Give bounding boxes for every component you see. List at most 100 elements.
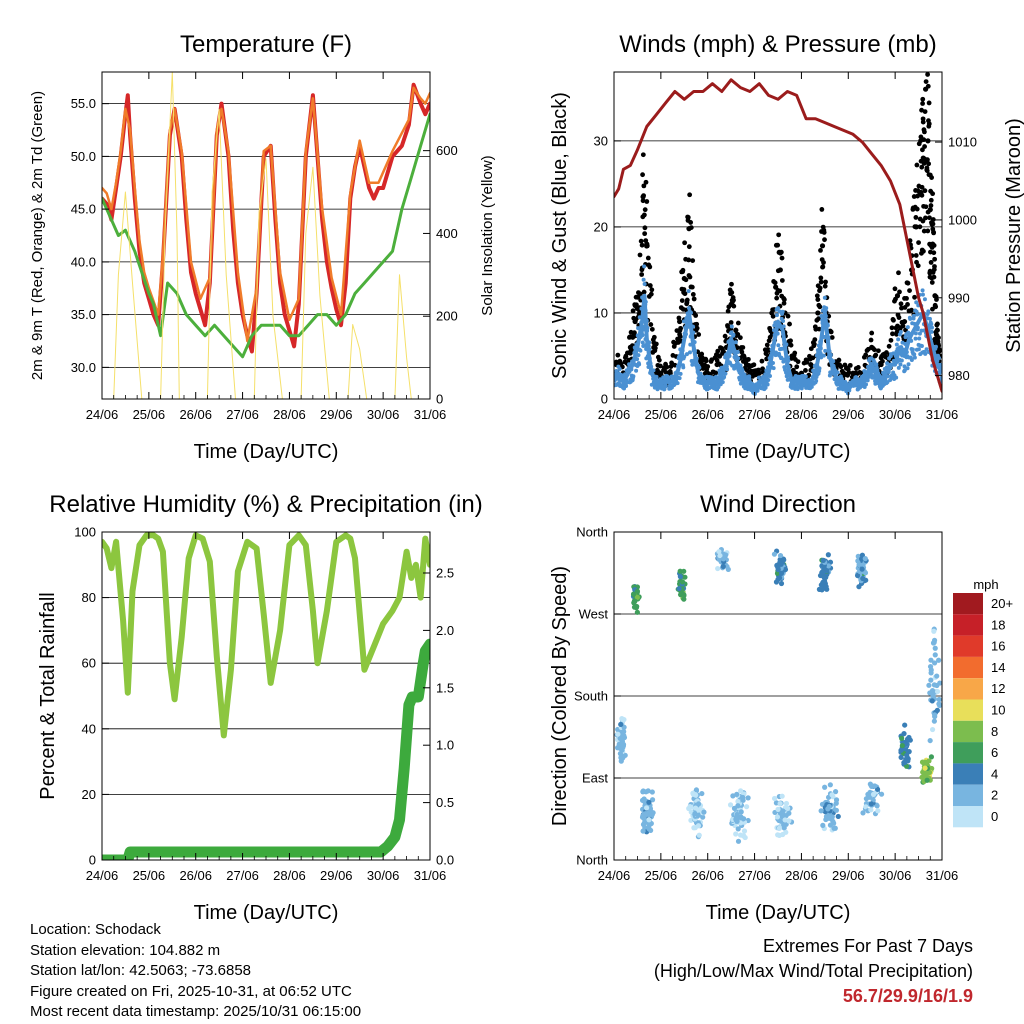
gust-peak (728, 301, 734, 307)
gust-peak (927, 207, 933, 213)
gust-point (687, 274, 693, 280)
gust-peak (705, 370, 711, 376)
gust-point (821, 260, 826, 265)
direction-point (734, 818, 740, 824)
gust-point (909, 307, 914, 313)
panel-winds: 24/06 25/06 26/06 27/06 28/06 29/06 30/06 31/06… (549, 31, 1024, 463)
gust-point (677, 334, 683, 339)
pressure-line (614, 78, 942, 393)
gust-point (685, 215, 691, 220)
direction-point (827, 822, 834, 828)
wind-point (776, 343, 781, 348)
gust-point (642, 207, 648, 213)
gust-peak (714, 361, 720, 368)
gust-point (745, 356, 751, 362)
direction-point (650, 810, 656, 816)
wind-point (923, 351, 928, 356)
gust-point (764, 342, 770, 348)
gust-point (649, 326, 655, 332)
gust-peak (651, 344, 657, 350)
direction-point (780, 831, 786, 838)
y2-tick-label: 2.0 (436, 623, 454, 638)
direction-point (833, 800, 839, 806)
wind-point (910, 347, 915, 352)
gust-point (648, 322, 654, 327)
gust-point (855, 365, 861, 370)
wind-point (765, 382, 770, 387)
gust-point (916, 240, 921, 246)
gust-point (772, 280, 778, 286)
wind-point (640, 340, 645, 345)
direction-point (854, 572, 861, 579)
y-tick-label: 40 (82, 721, 96, 736)
gust-point (641, 289, 647, 295)
direction-point (717, 552, 723, 559)
gust-point (775, 242, 781, 248)
gust-point (847, 362, 853, 368)
gust-peak (681, 275, 687, 282)
direction-point (734, 811, 740, 818)
direction-point (831, 825, 837, 831)
gust-point (932, 256, 938, 262)
gust-point (868, 337, 874, 343)
direction-point (733, 831, 739, 837)
direction-point (782, 566, 789, 573)
gust-point (888, 337, 894, 343)
direction-point (745, 795, 751, 801)
direction-point (640, 828, 646, 834)
x-tick-label: 30/06 (367, 407, 400, 422)
y-tick-label: 20 (82, 787, 96, 802)
y-tick-label: 10 (594, 305, 608, 320)
direction-point (641, 796, 647, 802)
gust-peak (841, 370, 847, 376)
y-tick-label: 20 (594, 219, 608, 234)
direction-point (720, 556, 727, 562)
direction-point (720, 563, 726, 570)
direction-point (641, 815, 647, 822)
x-tick-label: 29/06 (832, 407, 865, 422)
gust-point (919, 184, 925, 190)
gust-point (779, 255, 785, 261)
station-elevation: Station elevation: 104.882 m (30, 941, 221, 959)
direction-point (645, 811, 651, 817)
gust-point (929, 175, 935, 180)
y-tick-label: 0 (601, 392, 608, 407)
gust-point (922, 144, 927, 149)
gust-peak (677, 318, 683, 325)
direction-point (692, 805, 699, 811)
gust-peak (923, 86, 929, 92)
direction-point (833, 807, 840, 813)
direction-point (738, 809, 744, 815)
x-tick-label: 26/06 (179, 407, 212, 422)
gust-point (651, 334, 657, 340)
wind-point (939, 375, 942, 380)
y2-tick-label: 1000 (948, 212, 977, 227)
direction-point (777, 552, 784, 559)
wind-point (911, 313, 916, 318)
wind-point (681, 365, 686, 370)
gust-point (919, 164, 925, 170)
direction-point (931, 718, 937, 724)
gust-point (751, 362, 757, 368)
gust-point (930, 221, 936, 227)
gust-point (817, 304, 823, 310)
wind-point (822, 295, 827, 300)
direction-point (738, 788, 744, 794)
gust-point (923, 79, 929, 85)
wind-point (896, 337, 901, 342)
gust-point (728, 320, 734, 325)
data-layer (614, 72, 942, 396)
gust-point (787, 321, 792, 327)
gust-point (642, 225, 648, 231)
wind-point (809, 384, 814, 389)
wind-point (641, 277, 646, 282)
direction-point (730, 793, 736, 799)
gust-point (737, 335, 743, 341)
x-tick-label: 24/06 (86, 868, 119, 883)
legend-swatch (953, 699, 983, 721)
wind-point (686, 306, 691, 311)
gust-peak (850, 370, 856, 376)
gust-point (907, 288, 912, 293)
gust-point (759, 358, 765, 364)
gust-point (815, 297, 821, 302)
